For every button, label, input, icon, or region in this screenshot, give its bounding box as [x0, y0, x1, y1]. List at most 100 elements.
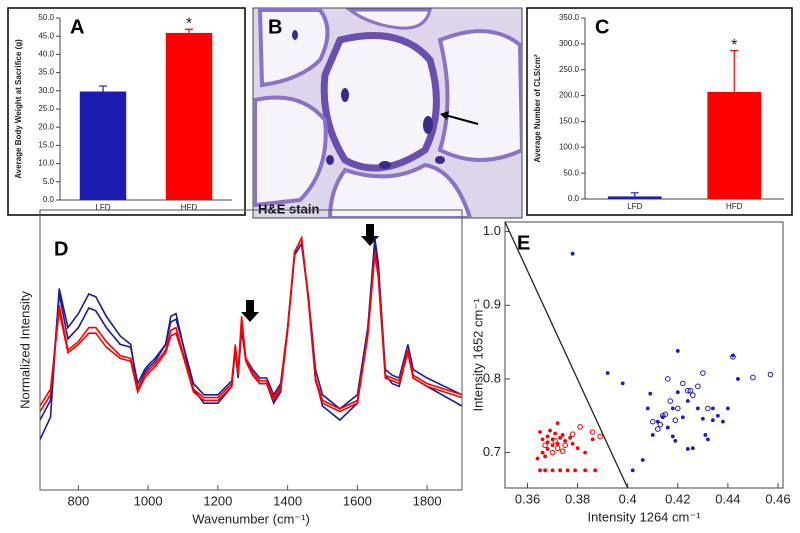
point [645, 406, 650, 411]
point [548, 428, 552, 433]
y-axis-label: Average Number of CLS/cm² [533, 54, 542, 163]
point [700, 370, 706, 376]
cell [257, 8, 330, 88]
point [553, 431, 557, 436]
y-tick-label: 40.0 [38, 50, 54, 59]
y-tick-label: 50.0 [563, 168, 579, 177]
point [535, 456, 540, 461]
panel-frame [526, 7, 793, 216]
error-bar [99, 85, 107, 92]
nucleus [341, 88, 349, 102]
y-tick-label: 1.0 [483, 223, 501, 238]
x-tick-label: 1600 [343, 493, 372, 508]
point [730, 354, 736, 360]
point [538, 468, 542, 473]
point [650, 433, 655, 437]
point [670, 406, 675, 411]
point [605, 371, 610, 375]
x-tick-label: 1400 [273, 493, 302, 508]
x-tick-label: 1800 [413, 493, 442, 508]
point [570, 441, 575, 446]
point [685, 447, 690, 451]
nucleus [435, 156, 445, 164]
point [543, 468, 547, 473]
y-tick-label: 250.0 [559, 65, 580, 74]
point [538, 430, 542, 434]
micrograph: B H&E stain [252, 7, 523, 219]
point [675, 405, 681, 412]
point [549, 449, 556, 456]
cell [320, 32, 440, 172]
point [654, 426, 661, 432]
point [575, 446, 580, 451]
point [543, 454, 547, 459]
point [540, 450, 545, 455]
point [703, 433, 708, 437]
x-tick-label: 0.36 [515, 491, 540, 506]
y-tick-label: 10.0 [38, 159, 54, 168]
point [715, 413, 720, 418]
x-tick-label: 0.42 [665, 491, 690, 506]
point [680, 380, 686, 387]
panel-letter: E [517, 232, 530, 254]
point [700, 416, 705, 421]
spectrum [39, 235, 463, 413]
point [665, 425, 670, 430]
caption: H&E stain [258, 201, 319, 216]
y-tick-label: 45.0 [38, 31, 54, 40]
x-tick-label: 1000 [134, 493, 163, 508]
point [583, 450, 588, 455]
point [568, 435, 573, 440]
point [720, 419, 725, 424]
x-tick-label: 1200 [203, 493, 232, 508]
point [550, 443, 555, 448]
point [550, 468, 555, 473]
point [590, 437, 595, 442]
y-axis-label: Intensity 1652 cm⁻¹ [470, 298, 485, 412]
point [710, 406, 715, 411]
point [705, 437, 710, 442]
point [687, 387, 694, 394]
x-tick-label: HFD [181, 203, 198, 212]
panel-frame [7, 7, 246, 216]
plot-frame [504, 221, 784, 489]
point [545, 447, 550, 451]
y-tick-label: 30.0 [38, 86, 54, 95]
decision-line [504, 221, 629, 489]
y-tick-label: 0.7 [483, 444, 501, 459]
point [558, 435, 562, 440]
plot-frame [39, 209, 463, 491]
point [710, 418, 715, 423]
arrow [361, 224, 379, 246]
point [554, 445, 561, 452]
cell [345, 8, 432, 30]
y-tick-label: 150.0 [559, 117, 580, 126]
x-tick-label: LFD [95, 203, 110, 212]
bar [607, 196, 662, 199]
point [648, 391, 653, 396]
point [569, 431, 576, 438]
bar [707, 91, 762, 199]
panel-letter: C [595, 16, 609, 38]
point [695, 383, 701, 390]
point [630, 468, 635, 473]
point [664, 376, 671, 382]
point [685, 387, 691, 394]
y-tick-label: 0.0 [43, 195, 55, 204]
x-tick-label: 0.44 [715, 491, 740, 506]
point [690, 446, 695, 451]
point [583, 468, 588, 473]
y-tick-label: 0.9 [483, 297, 501, 312]
point [620, 381, 625, 386]
point [562, 442, 568, 449]
point [670, 434, 675, 439]
panel-letter: A [70, 16, 84, 38]
y-tick-label: 100.0 [559, 142, 580, 151]
annotation: * [731, 37, 737, 54]
point [657, 421, 664, 428]
point [736, 377, 740, 381]
x-tick-label: HFD [726, 202, 743, 211]
point [685, 399, 690, 403]
bar [79, 91, 127, 200]
spectrum [39, 235, 463, 413]
